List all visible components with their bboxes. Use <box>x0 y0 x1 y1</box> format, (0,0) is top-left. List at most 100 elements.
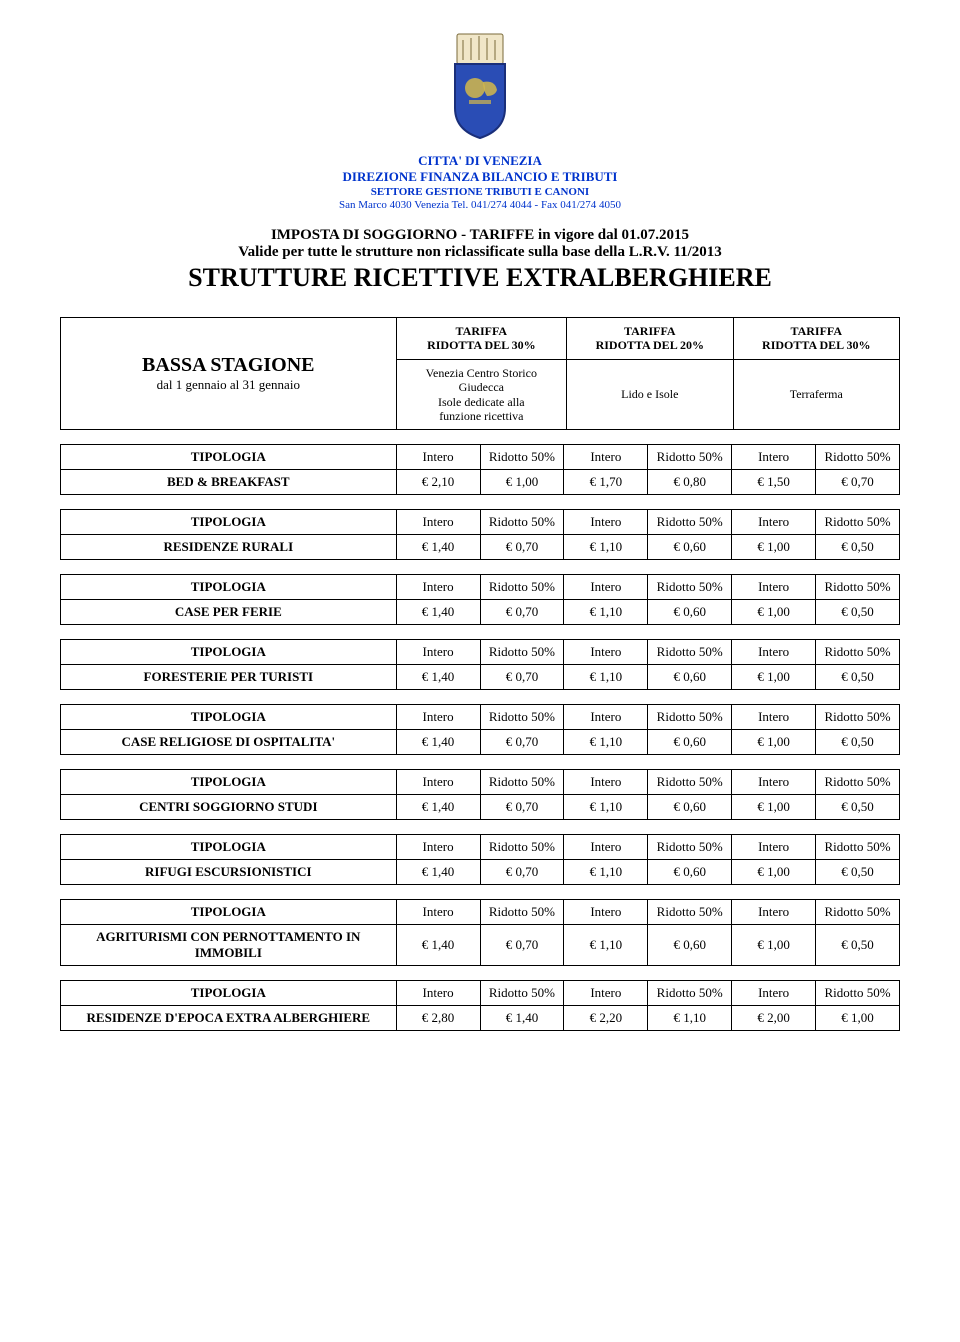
subtitle-line2: Valide per tutte le strutture non riclas… <box>60 244 900 261</box>
price-cell: € 2,20 <box>564 1006 648 1031</box>
price-cell: € 1,00 <box>732 925 816 966</box>
price-cell: € 1,00 <box>480 470 564 495</box>
column-ridotto-header: Ridotto 50% <box>816 575 900 600</box>
price-cell: € 1,40 <box>396 730 480 755</box>
column-ridotto-header: Ridotto 50% <box>816 900 900 925</box>
tariff-label: TARIFFA <box>456 324 508 338</box>
column-intero-header: Intero <box>396 445 480 470</box>
price-cell: € 1,40 <box>396 600 480 625</box>
column-intero-header: Intero <box>396 981 480 1006</box>
document-title-block: IMPOSTA DI SOGGIORNO - TARIFFE in vigore… <box>60 227 900 293</box>
header-city: CITTA' DI VENEZIA <box>60 153 900 169</box>
price-cell: € 1,10 <box>564 795 648 820</box>
price-cell: € 0,60 <box>648 795 732 820</box>
type-name: CENTRI SOGGIORNO STUDI <box>61 795 397 820</box>
price-cell: € 1,00 <box>732 535 816 560</box>
price-cell: € 1,10 <box>648 1006 732 1031</box>
column-ridotto-header: Ridotto 50% <box>648 640 732 665</box>
zone3-label: Terraferma <box>738 387 895 401</box>
column-intero-header: Intero <box>564 981 648 1006</box>
price-cell: € 0,70 <box>480 795 564 820</box>
tariff-col-1-header: TARIFFA RIDOTTA DEL 30% <box>396 318 566 360</box>
column-intero-header: Intero <box>396 510 480 535</box>
tariff-discount-2: RIDOTTA DEL 20% <box>596 338 704 352</box>
price-cell: € 2,10 <box>396 470 480 495</box>
tariff-type-blocks: TIPOLOGIAInteroRidotto 50%InteroRidotto … <box>60 444 900 1031</box>
header-address: San Marco 4030 Venezia Tel. 041/274 4044… <box>60 199 900 213</box>
column-intero-header: Intero <box>396 900 480 925</box>
header-sector: SETTORE GESTIONE TRIBUTI E CANONI <box>60 186 900 200</box>
season-header-table: BASSA STAGIONE dal 1 gennaio al 31 genna… <box>60 317 900 430</box>
tipologia-header: TIPOLOGIA <box>61 770 397 795</box>
column-ridotto-header: Ridotto 50% <box>648 900 732 925</box>
document-page: CITTA' DI VENEZIA DIREZIONE FINANZA BILA… <box>0 0 960 1061</box>
price-cell: € 0,70 <box>480 730 564 755</box>
price-cell: € 0,50 <box>816 730 900 755</box>
zone-3-cell: Terraferma <box>733 359 899 430</box>
price-cell: € 1,00 <box>732 665 816 690</box>
price-cell: € 1,40 <box>396 665 480 690</box>
price-cell: € 0,60 <box>648 665 732 690</box>
column-ridotto-header: Ridotto 50% <box>480 705 564 730</box>
price-cell: € 1,40 <box>396 925 480 966</box>
column-ridotto-header: Ridotto 50% <box>816 510 900 535</box>
price-cell: € 0,70 <box>480 860 564 885</box>
price-cell: € 1,40 <box>396 795 480 820</box>
column-ridotto-header: Ridotto 50% <box>816 770 900 795</box>
price-cell: € 0,70 <box>480 535 564 560</box>
price-cell: € 0,70 <box>480 600 564 625</box>
column-ridotto-header: Ridotto 50% <box>480 575 564 600</box>
column-intero-header: Intero <box>564 445 648 470</box>
price-cell: € 1,10 <box>564 535 648 560</box>
column-intero-header: Intero <box>564 510 648 535</box>
price-cell: € 0,50 <box>816 535 900 560</box>
column-intero-header: Intero <box>732 575 816 600</box>
column-ridotto-header: Ridotto 50% <box>648 705 732 730</box>
header-dept: DIREZIONE FINANZA BILANCIO E TRIBUTI <box>60 169 900 185</box>
price-cell: € 1,00 <box>732 730 816 755</box>
type-name: FORESTERIE PER TURISTI <box>61 665 397 690</box>
price-cell: € 0,50 <box>816 925 900 966</box>
price-cell: € 2,00 <box>732 1006 816 1031</box>
type-name: BED & BREAKFAST <box>61 470 397 495</box>
price-cell: € 1,00 <box>732 860 816 885</box>
tariff-col-3-header: TARIFFA RIDOTTA DEL 30% <box>733 318 899 360</box>
column-intero-header: Intero <box>396 640 480 665</box>
zone1-line4: funzione ricettiva <box>439 409 523 423</box>
price-cell: € 1,10 <box>564 925 648 966</box>
type-table: TIPOLOGIAInteroRidotto 50%InteroRidotto … <box>60 574 900 625</box>
price-cell: € 1,50 <box>732 470 816 495</box>
tariff-discount-1: RIDOTTA DEL 30% <box>427 338 535 352</box>
column-ridotto-header: Ridotto 50% <box>480 445 564 470</box>
type-table: TIPOLOGIAInteroRidotto 50%InteroRidotto … <box>60 899 900 966</box>
tariff-col-2-header: TARIFFA RIDOTTA DEL 20% <box>567 318 733 360</box>
tariff-discount-3: RIDOTTA DEL 30% <box>762 338 870 352</box>
price-cell: € 0,50 <box>816 860 900 885</box>
column-ridotto-header: Ridotto 50% <box>480 835 564 860</box>
price-cell: € 1,10 <box>564 730 648 755</box>
column-intero-header: Intero <box>732 770 816 795</box>
price-cell: € 0,60 <box>648 600 732 625</box>
column-ridotto-header: Ridotto 50% <box>648 981 732 1006</box>
zone-1-cell: Venezia Centro Storico Giudecca Isole de… <box>396 359 566 430</box>
column-ridotto-header: Ridotto 50% <box>480 981 564 1006</box>
type-name: RIFUGI ESCURSIONISTICI <box>61 860 397 885</box>
column-ridotto-header: Ridotto 50% <box>816 981 900 1006</box>
zone2-label: Lido e Isole <box>571 387 728 401</box>
season-range: dal 1 gennaio al 31 gennaio <box>65 377 392 393</box>
price-cell: € 1,70 <box>564 470 648 495</box>
column-intero-header: Intero <box>564 640 648 665</box>
column-intero-header: Intero <box>396 575 480 600</box>
column-intero-header: Intero <box>732 900 816 925</box>
tipologia-header: TIPOLOGIA <box>61 705 397 730</box>
type-table: TIPOLOGIAInteroRidotto 50%InteroRidotto … <box>60 509 900 560</box>
subtitle-line1: IMPOSTA DI SOGGIORNO - TARIFFE in vigore… <box>60 227 900 244</box>
type-table: TIPOLOGIAInteroRidotto 50%InteroRidotto … <box>60 980 900 1031</box>
price-cell: € 1,00 <box>732 795 816 820</box>
column-intero-header: Intero <box>396 770 480 795</box>
price-cell: € 0,50 <box>816 795 900 820</box>
zone1-line3: Isole dedicate alla <box>438 395 525 409</box>
tariff-label: TARIFFA <box>790 324 842 338</box>
column-ridotto-header: Ridotto 50% <box>648 770 732 795</box>
column-intero-header: Intero <box>732 705 816 730</box>
